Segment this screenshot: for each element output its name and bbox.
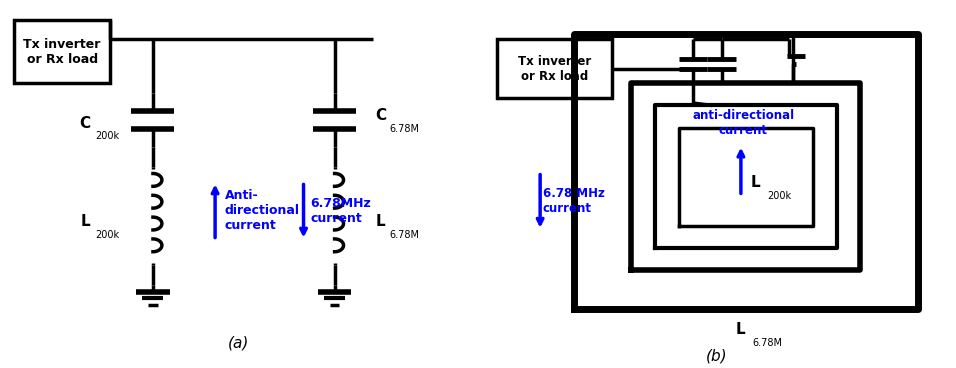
Text: 6.78 MHz
current: 6.78 MHz current bbox=[542, 187, 604, 215]
Text: (b): (b) bbox=[706, 348, 728, 363]
Text: $\mathbf{L}$: $\mathbf{L}$ bbox=[750, 174, 761, 190]
Text: $\mathbf{L}$: $\mathbf{L}$ bbox=[375, 213, 386, 229]
Text: Tx inverter
or Rx load: Tx inverter or Rx load bbox=[518, 55, 591, 83]
Text: (a): (a) bbox=[228, 336, 250, 351]
Text: 6.78M: 6.78M bbox=[390, 230, 420, 240]
Text: 6.78M: 6.78M bbox=[753, 337, 783, 348]
Text: 200k: 200k bbox=[96, 131, 120, 142]
Text: anti-directional
current: anti-directional current bbox=[692, 109, 794, 137]
Text: 200k: 200k bbox=[767, 191, 792, 201]
Text: 200k: 200k bbox=[96, 230, 120, 240]
Text: $\mathbf{C}$: $\mathbf{C}$ bbox=[375, 107, 387, 123]
Text: $\mathbf{C}$: $\mathbf{C}$ bbox=[78, 115, 91, 131]
FancyBboxPatch shape bbox=[14, 20, 110, 84]
Text: $\mathbf{L}$: $\mathbf{L}$ bbox=[79, 213, 91, 229]
Text: Tx inverter
or Rx load: Tx inverter or Rx load bbox=[24, 38, 100, 66]
Text: $\mathbf{L}$: $\mathbf{L}$ bbox=[735, 321, 747, 337]
Text: 6.78MHz
current: 6.78MHz current bbox=[311, 197, 372, 225]
Text: 6.78M: 6.78M bbox=[390, 124, 420, 134]
Text: Anti-
directional
current: Anti- directional current bbox=[225, 190, 299, 233]
FancyBboxPatch shape bbox=[497, 39, 612, 98]
